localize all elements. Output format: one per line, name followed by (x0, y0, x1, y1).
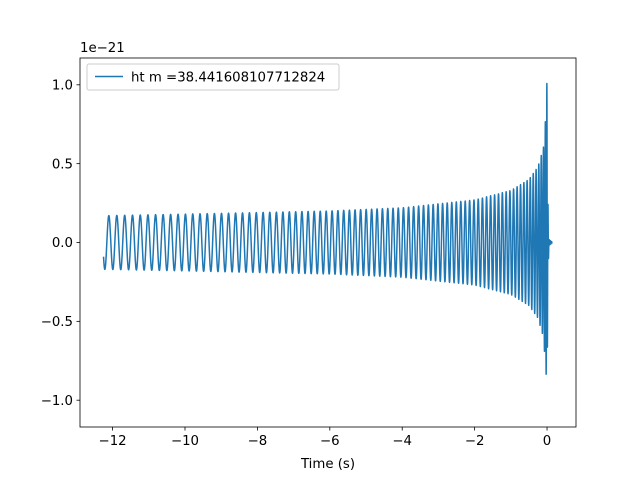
x-tick-label: −6 (320, 434, 340, 449)
legend-entry-label: ht m =38.441608107712824 (131, 71, 325, 86)
legend: ht m =38.441608107712824 (86, 63, 340, 91)
y-tick-label: 0.0 (52, 236, 73, 251)
x-axis-label: Time (s) (300, 457, 355, 472)
y-tick-label: −1.0 (41, 394, 73, 409)
y-tick-label: 1.0 (52, 78, 73, 93)
y-axis-offset-label: 1e−21 (80, 41, 125, 56)
x-tick-label: −4 (392, 434, 412, 449)
plot-area (102, 82, 554, 375)
y-tick-label: 0.5 (52, 157, 73, 172)
legend-box (86, 63, 340, 91)
x-axis-ticks: −12 −10 −8 −6 −4 −2 0 (99, 427, 551, 449)
axes-frame (79, 57, 577, 428)
y-axis-ticks: −1.0 −0.5 0.0 0.5 1.0 (41, 78, 80, 409)
x-tick-label: −12 (99, 434, 127, 449)
y-tick-label: −0.5 (41, 315, 73, 330)
series-line-ht (102, 82, 554, 375)
x-tick-label: −10 (171, 434, 199, 449)
x-tick-label: 0 (543, 434, 551, 449)
x-tick-label: −2 (465, 434, 485, 449)
x-tick-label: −8 (248, 434, 268, 449)
